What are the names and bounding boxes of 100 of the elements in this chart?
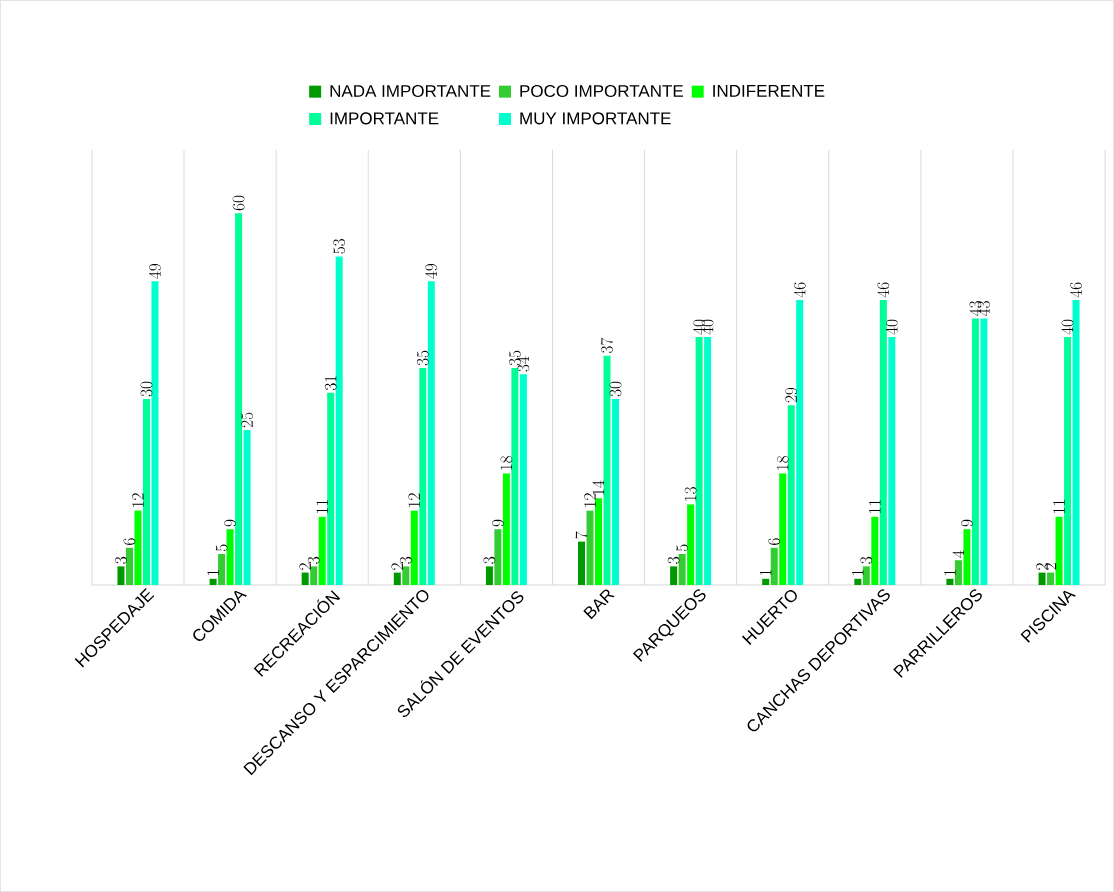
bar bbox=[862, 566, 870, 586]
data-label: 40 bbox=[1061, 319, 1074, 335]
bar bbox=[1047, 572, 1055, 586]
data-label: 2 bbox=[391, 563, 403, 570]
data-label: 29 bbox=[785, 387, 798, 403]
bar bbox=[494, 529, 502, 586]
bar bbox=[393, 572, 401, 586]
data-label: 7 bbox=[575, 531, 588, 539]
legend-label: NADA IMPORTANTE bbox=[330, 84, 491, 98]
data-label: 49 bbox=[425, 263, 438, 279]
data-label: 6 bbox=[768, 538, 781, 545]
bar bbox=[318, 516, 326, 586]
data-label: 30 bbox=[140, 381, 153, 397]
bar bbox=[209, 578, 217, 586]
data-label: 46 bbox=[793, 282, 806, 298]
bar bbox=[427, 281, 435, 586]
data-label: 35 bbox=[416, 350, 429, 366]
data-label: 31 bbox=[324, 376, 337, 391]
data-label: 25 bbox=[241, 412, 253, 428]
bar bbox=[142, 399, 150, 586]
bar bbox=[612, 399, 620, 586]
data-label: 9 bbox=[224, 519, 236, 527]
bar bbox=[871, 516, 879, 586]
bar bbox=[704, 337, 712, 586]
legend-label: INDIFERENTE bbox=[713, 85, 825, 97]
data-label: 3 bbox=[860, 556, 873, 564]
bar bbox=[787, 405, 795, 586]
bar bbox=[796, 299, 804, 586]
data-label: 9 bbox=[492, 519, 504, 527]
data-label: 3 bbox=[483, 556, 496, 564]
bar bbox=[687, 504, 695, 586]
data-label: 14 bbox=[592, 480, 605, 495]
data-label: 6 bbox=[123, 538, 136, 545]
bar bbox=[971, 318, 979, 586]
data-label: 37 bbox=[600, 337, 613, 353]
data-label: 18 bbox=[776, 456, 789, 470]
bar bbox=[595, 498, 603, 586]
bar bbox=[327, 392, 335, 586]
bar bbox=[226, 529, 234, 586]
data-label: 5 bbox=[676, 544, 688, 552]
data-label: 3 bbox=[667, 556, 680, 564]
bar bbox=[1038, 572, 1046, 586]
data-label: 18 bbox=[500, 456, 513, 470]
bar bbox=[410, 510, 418, 586]
bar bbox=[603, 355, 611, 586]
data-label: 11 bbox=[868, 500, 881, 514]
bar bbox=[946, 578, 954, 586]
data-label: 12 bbox=[584, 493, 596, 507]
data-label: 11 bbox=[316, 500, 328, 514]
data-label: 3 bbox=[399, 556, 412, 564]
bar bbox=[502, 473, 510, 586]
bar bbox=[578, 541, 585, 586]
bar bbox=[125, 547, 133, 586]
bar bbox=[695, 337, 703, 586]
legend-label: MUY IMPORTANTE bbox=[520, 112, 671, 125]
legend-label: POCO IMPORTANTE bbox=[520, 84, 683, 98]
bar bbox=[485, 566, 493, 586]
bar bbox=[854, 578, 862, 586]
data-label: 3 bbox=[307, 556, 320, 564]
bar bbox=[963, 529, 971, 586]
data-label: 13 bbox=[684, 486, 697, 501]
bar bbox=[235, 213, 243, 586]
bar bbox=[419, 368, 427, 586]
data-label: 11 bbox=[1053, 500, 1065, 514]
data-label: 1 bbox=[759, 569, 772, 576]
data-label: 30 bbox=[609, 381, 622, 397]
data-label: 53 bbox=[333, 239, 346, 254]
bar bbox=[670, 566, 678, 586]
bar bbox=[879, 299, 887, 586]
data-label: 40 bbox=[885, 319, 898, 335]
data-label: 2 bbox=[299, 563, 311, 570]
bar bbox=[586, 510, 594, 586]
bar bbox=[301, 572, 309, 586]
bar bbox=[770, 547, 778, 586]
data-label: 9 bbox=[961, 519, 973, 527]
data-label: 12 bbox=[408, 493, 420, 507]
bar bbox=[134, 510, 142, 586]
bar bbox=[117, 566, 125, 586]
bar bbox=[218, 554, 226, 586]
bar bbox=[1055, 516, 1063, 586]
bar bbox=[980, 318, 988, 586]
bar bbox=[1064, 337, 1072, 586]
bar bbox=[335, 256, 343, 586]
bar bbox=[1072, 299, 1080, 586]
data-label: 1 bbox=[944, 569, 956, 576]
bar bbox=[519, 374, 527, 586]
data-label: 5 bbox=[215, 544, 228, 552]
bar bbox=[402, 566, 410, 586]
bar bbox=[310, 566, 318, 586]
bar bbox=[888, 337, 896, 586]
data-label: 1 bbox=[207, 569, 219, 576]
bar bbox=[511, 368, 519, 586]
data-label: 49 bbox=[148, 263, 161, 279]
bar bbox=[151, 281, 159, 586]
data-label: 1 bbox=[851, 569, 864, 576]
data-label: 60 bbox=[232, 195, 245, 211]
data-label: 4 bbox=[952, 550, 964, 558]
data-label: 12 bbox=[132, 493, 144, 507]
bar bbox=[678, 554, 686, 586]
legend-label: IMPORTANTE bbox=[330, 112, 439, 125]
